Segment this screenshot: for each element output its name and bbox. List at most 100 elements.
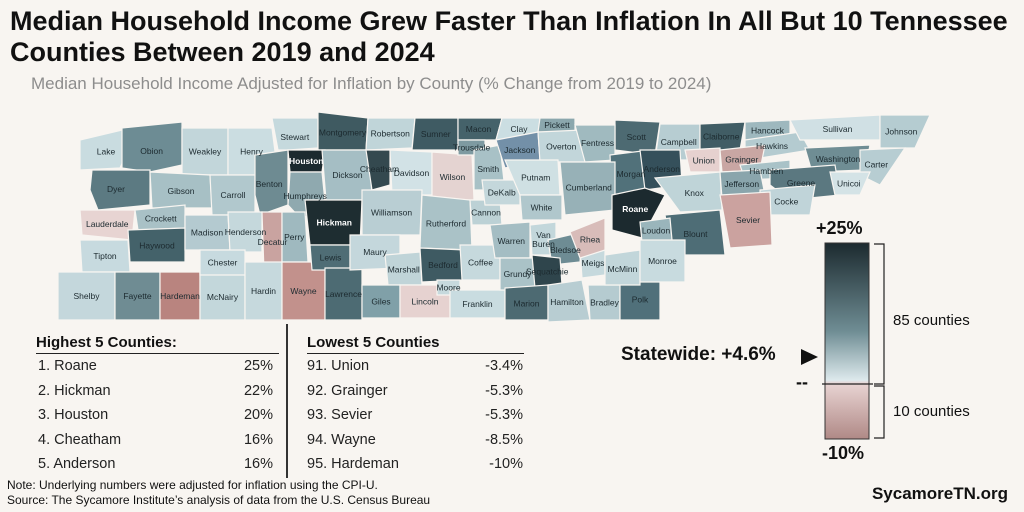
county-label: Putnam xyxy=(521,173,550,183)
county-label: Haywood xyxy=(139,241,175,251)
county-label: Rhea xyxy=(580,235,601,245)
county-label: Lawrence xyxy=(325,289,362,299)
legend-min-label: -10% xyxy=(822,443,865,463)
statewide-arrow-icon xyxy=(801,349,818,365)
county-monroe xyxy=(639,239,686,283)
county-label: Hawkins xyxy=(756,141,788,151)
county-label: Cheatham xyxy=(360,164,399,174)
county-label: Henderson xyxy=(225,227,267,237)
county-mcminn xyxy=(604,249,641,286)
county-label: DeKalb xyxy=(488,188,516,198)
county-label: Wayne xyxy=(290,286,316,296)
lowest-row-name: 93. Sevier xyxy=(307,407,373,423)
table-divider xyxy=(286,324,288,478)
county-label: Fentress xyxy=(581,138,614,148)
county-label: Dickson xyxy=(332,170,363,180)
county-label: Benton xyxy=(256,179,283,189)
county-label: Rutherford xyxy=(426,218,466,228)
highest-row-value: 16% xyxy=(243,431,273,448)
county-label: McMinn xyxy=(608,264,638,274)
county-label: Warren xyxy=(497,236,525,246)
lowest-row-value: -8.5% xyxy=(485,431,523,448)
county-johnson xyxy=(879,114,931,149)
county-label: Claiborne xyxy=(703,132,740,142)
county-label: Bradley xyxy=(590,298,620,308)
county-label: Sequatchie xyxy=(526,267,569,277)
highest-row-name: 1. Roane xyxy=(38,358,97,374)
county-label: Carter xyxy=(864,160,888,170)
county-label: Overton xyxy=(546,142,577,152)
county-label: Hardin xyxy=(251,286,276,296)
county-haywood xyxy=(127,227,186,263)
county-label: Bledsoe xyxy=(550,245,581,255)
county-rhea xyxy=(569,217,606,259)
county-obion xyxy=(121,121,183,173)
highest-table-heading: Highest 5 Counties: xyxy=(36,334,279,354)
highest-row-value: 25% xyxy=(243,358,273,374)
county-label: Polk xyxy=(632,295,649,305)
lowest-table-heading: Lowest 5 Counties xyxy=(307,334,524,354)
county-label: Lincoln xyxy=(412,297,439,307)
county-label: Wilson xyxy=(440,172,466,182)
county-label: Lewis xyxy=(320,253,342,263)
county-label: Unicoi xyxy=(837,179,861,189)
county-label: Hancock xyxy=(751,126,785,136)
county-label: Sevier xyxy=(736,215,760,225)
legend-bracket-upper xyxy=(874,243,885,385)
county-label: Hamblen xyxy=(749,166,783,176)
legend-bracket-lower xyxy=(874,385,885,439)
county-label: Houston xyxy=(289,156,323,166)
county-label: Chester xyxy=(208,258,238,268)
county-label: Macon xyxy=(466,124,492,134)
county-label: Van Buren xyxy=(532,230,555,249)
page-subtitle: Median Household Income Adjusted for Inf… xyxy=(31,74,712,93)
highest-row-value: 16% xyxy=(243,456,273,472)
county-label: Hardeman xyxy=(160,291,200,301)
county-label: Pickett xyxy=(544,120,570,130)
lowest-row-value: -5.3% xyxy=(485,382,523,399)
county-label: Decatur xyxy=(258,237,288,247)
county-label: Sumner xyxy=(421,129,451,139)
highest-row-name: 3. Houston xyxy=(38,407,109,423)
lowest-row-name: 91. Union xyxy=(307,358,370,374)
county-label: Greene xyxy=(787,178,816,188)
county-label: McNairy xyxy=(207,292,239,302)
county-label: Hickman xyxy=(317,218,352,228)
county-label: Weakley xyxy=(189,147,222,157)
county-label: Marshall xyxy=(388,264,420,274)
county-label: Marion xyxy=(514,298,540,308)
county-label: Union xyxy=(693,156,715,166)
county-label: Knox xyxy=(685,188,705,198)
highest-row-value: 20% xyxy=(243,407,273,423)
county-label: Madison xyxy=(191,228,223,238)
county-label: Meigs xyxy=(582,258,605,268)
county-label: Grainger xyxy=(725,154,758,164)
county-label: Grundy xyxy=(504,269,533,279)
legend-max-label: +25% xyxy=(816,218,863,238)
county-benton xyxy=(254,149,289,216)
county-label: Lauderdale xyxy=(86,219,129,229)
legend-color-scale xyxy=(824,242,870,440)
county-label: Smith xyxy=(477,164,499,174)
county-label: Carroll xyxy=(220,190,245,200)
lowest-row-value: -10% xyxy=(489,456,523,472)
county-label: Loudon xyxy=(642,226,671,236)
county-label: Cocke xyxy=(774,196,798,206)
highest-row-name: 5. Anderson xyxy=(38,456,116,472)
county-label: Williamson xyxy=(371,208,412,218)
county-carter xyxy=(859,147,907,186)
county-label: Robertson xyxy=(371,129,410,139)
county-label: Obion xyxy=(140,146,163,156)
county-label: Dyer xyxy=(107,184,125,194)
footnote: Note: Underlying numbers were adjusted f… xyxy=(7,478,378,492)
highest-row-name: 2. Hickman xyxy=(38,382,111,399)
county-label: Cumberland xyxy=(566,182,613,192)
source-note: Source: The Sycamore Institute’s analysi… xyxy=(7,493,431,507)
county-label: Gibson xyxy=(168,186,195,196)
county-label: Lake xyxy=(97,147,116,157)
county-unicoi xyxy=(829,171,871,196)
county-label: Morgan xyxy=(617,169,646,179)
county-label: Anderson xyxy=(644,164,681,174)
county-label: Scott xyxy=(627,132,647,142)
county-label: Roane xyxy=(622,204,648,214)
